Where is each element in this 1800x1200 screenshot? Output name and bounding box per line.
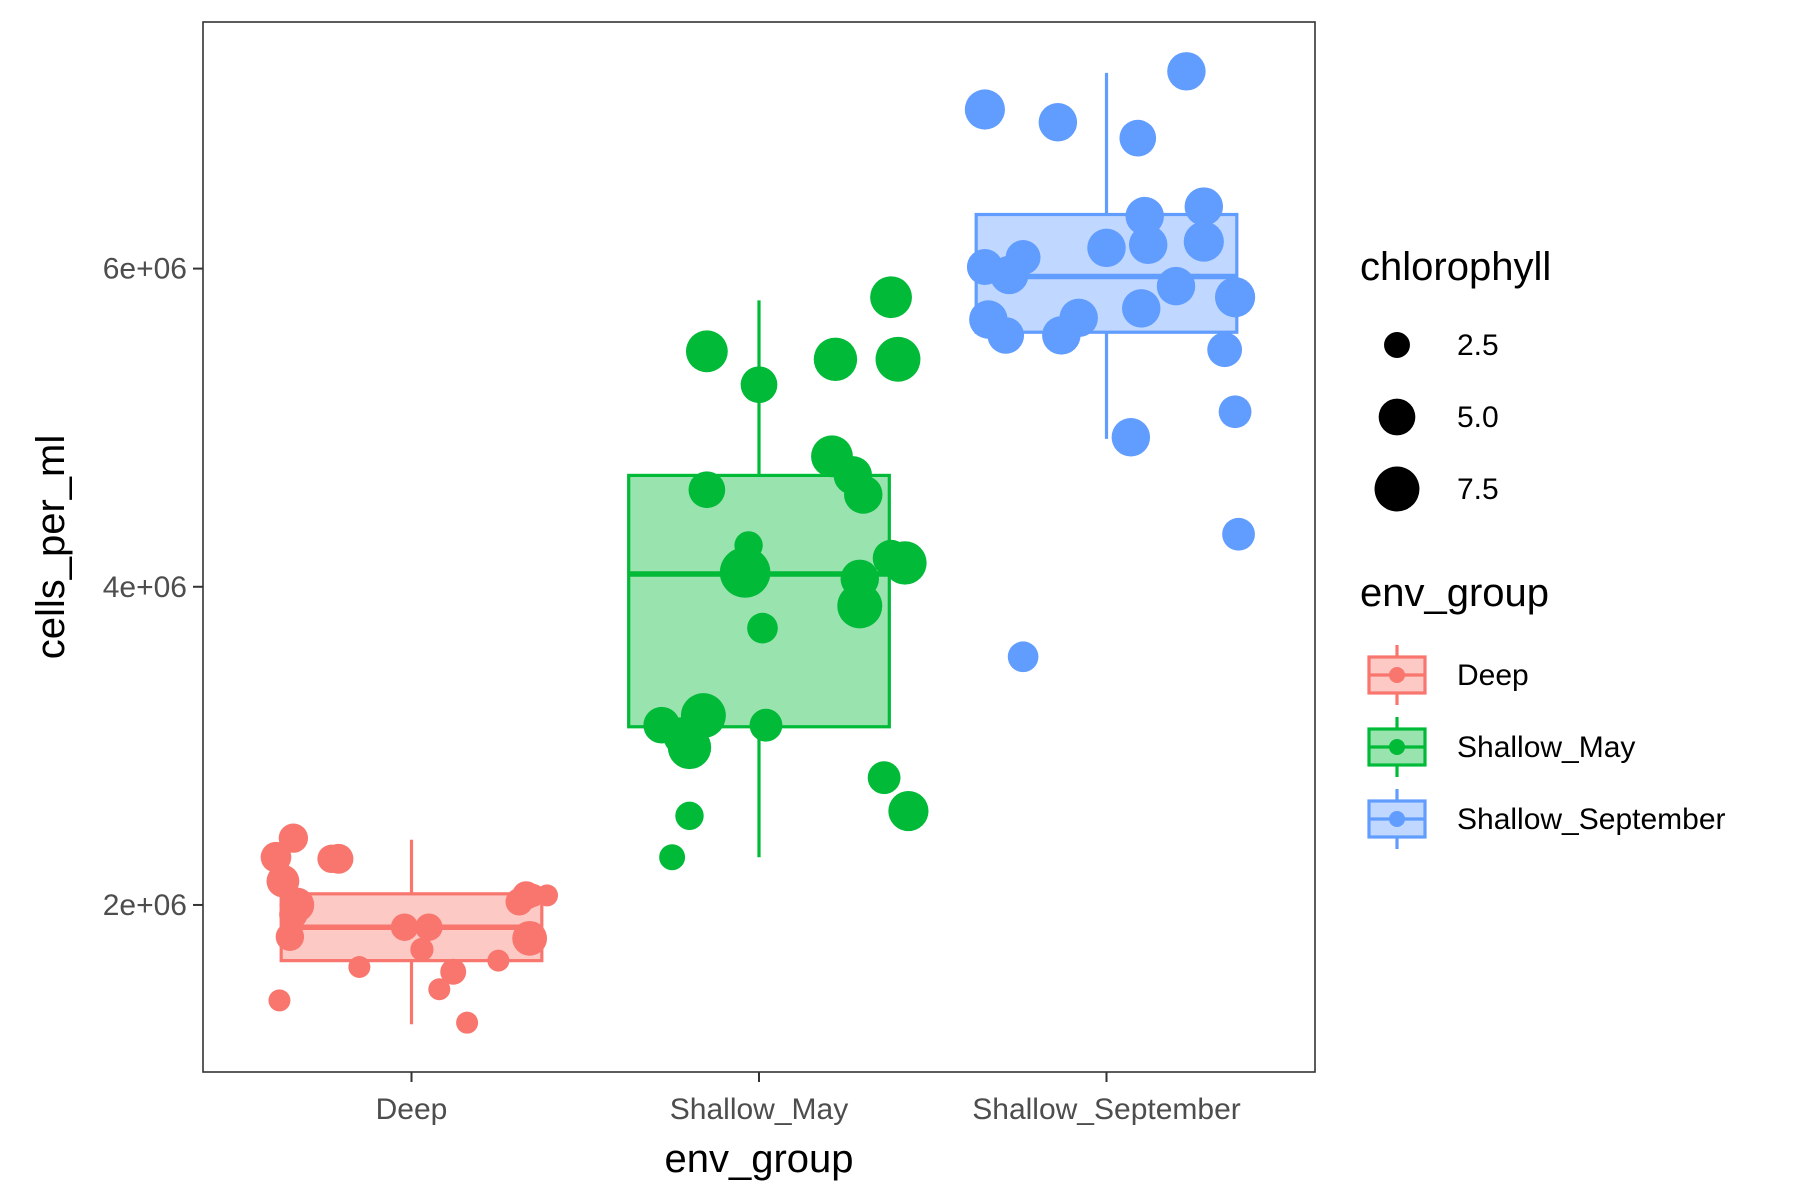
color-legend-label: Shallow_September [1457,803,1726,836]
data-point-shallow-september [987,317,1025,354]
axes-layer: 2e+06 4e+06 6e+06 Deep Shallow_May Shallow_Se… [103,253,1241,1126]
color-legend-key-shallow-september: Shallow_September [1367,789,1726,849]
data-point-shallow-september [1184,187,1224,226]
size-legend-label: 7.5 [1457,473,1499,506]
data-point-shallow-september [1214,277,1256,318]
data-point-shallow-september [1111,417,1151,457]
x-tick-label-shallow-may: Shallow_May [670,1093,848,1126]
data-point-shallow-september [1119,119,1157,157]
y-tick-label: 6e+06 [103,253,187,286]
data-point-shallow-may [659,844,686,871]
color-legend-title: env_group [1360,571,1549,615]
data-point-deep [428,978,451,1001]
data-point-shallow-september [1222,517,1255,551]
data-point-shallow-may [872,539,910,577]
data-point-shallow-september [1183,221,1224,262]
data-point-deep [348,955,371,979]
data-point-shallow-september [1156,266,1196,306]
size-legend-symbol [1374,466,1420,512]
size-legend-key: 7.5 [1374,466,1499,512]
legend-point [1389,739,1405,755]
color-legend-key-shallow-may: Shallow_May [1367,717,1635,777]
data-point-shallow-may [688,471,726,509]
data-point-shallow-september [1207,332,1243,368]
y-axis-title: cells_per_ml [29,435,73,660]
data-point-deep [279,900,308,929]
data-point-shallow-september [1042,316,1081,355]
data-point-deep [390,913,419,941]
data-point-shallow-september [1087,228,1126,268]
size-legend-title: chlorophyll [1360,245,1551,289]
data-point-deep [278,823,309,853]
data-point-shallow-may [747,612,778,644]
data-point-shallow-may [844,475,883,514]
data-point-shallow-may [667,725,712,770]
color-legend-label: Deep [1457,659,1529,692]
data-point-deep [440,958,467,985]
data-point-shallow-may [837,583,883,629]
data-point-deep [268,989,291,1012]
data-point-shallow-september [1038,102,1078,142]
size-legend-key: 5.0 [1378,398,1499,436]
data-point-shallow-september [1218,395,1252,429]
data-point-deep [456,1011,479,1034]
data-point-deep [410,937,434,962]
data-point-deep [415,913,443,941]
data-point-shallow-may [675,801,704,831]
data-point-shallow-september [1122,289,1161,328]
data-point-deep [512,920,548,956]
data-point-shallow-september [1167,52,1206,91]
data-point-shallow-may [685,330,728,373]
data-point-shallow-may [749,708,783,742]
color-legend-label: Shallow_May [1457,731,1635,764]
legend-point [1389,667,1405,683]
data-point-shallow-may [875,336,921,382]
y-tick-label: 2e+06 [103,889,187,922]
data-point-shallow-september [1128,225,1168,264]
size-legend-label: 5.0 [1457,401,1499,434]
x-tick-label-deep: Deep [376,1093,448,1126]
data-point-deep [487,949,510,972]
size-legend-key: 2.5 [1384,329,1499,362]
points-layer [260,52,1256,1034]
data-point-deep [275,922,305,951]
size-legend-symbol [1378,398,1416,436]
y-tick-label: 4e+06 [103,571,187,604]
data-point-shallow-september [1125,196,1164,236]
x-axis-title: env_group [664,1137,853,1181]
data-point-shallow-may [740,366,778,404]
data-point-deep [505,888,533,916]
size-legend-label: 2.5 [1457,329,1499,362]
data-point-shallow-september [989,255,1029,295]
color-legend-key-deep: Deep [1367,645,1529,705]
data-point-shallow-may [870,276,912,319]
data-point-shallow-may [867,761,901,795]
data-point-shallow-may [888,791,929,832]
data-point-deep [323,843,354,874]
size-legend-symbol [1384,332,1410,358]
data-point-shallow-may [719,547,771,598]
data-point-shallow-may [813,337,858,381]
legend: chlorophyll env_group 2.5 5.0 7.5 Deep Shall… [1360,245,1726,849]
data-point-shallow-september [964,89,1005,130]
data-point-deep [536,884,559,907]
x-tick-label-shallow-september: Shallow_September [972,1093,1241,1126]
legend-point [1389,811,1405,827]
data-point-shallow-september [1007,641,1039,673]
